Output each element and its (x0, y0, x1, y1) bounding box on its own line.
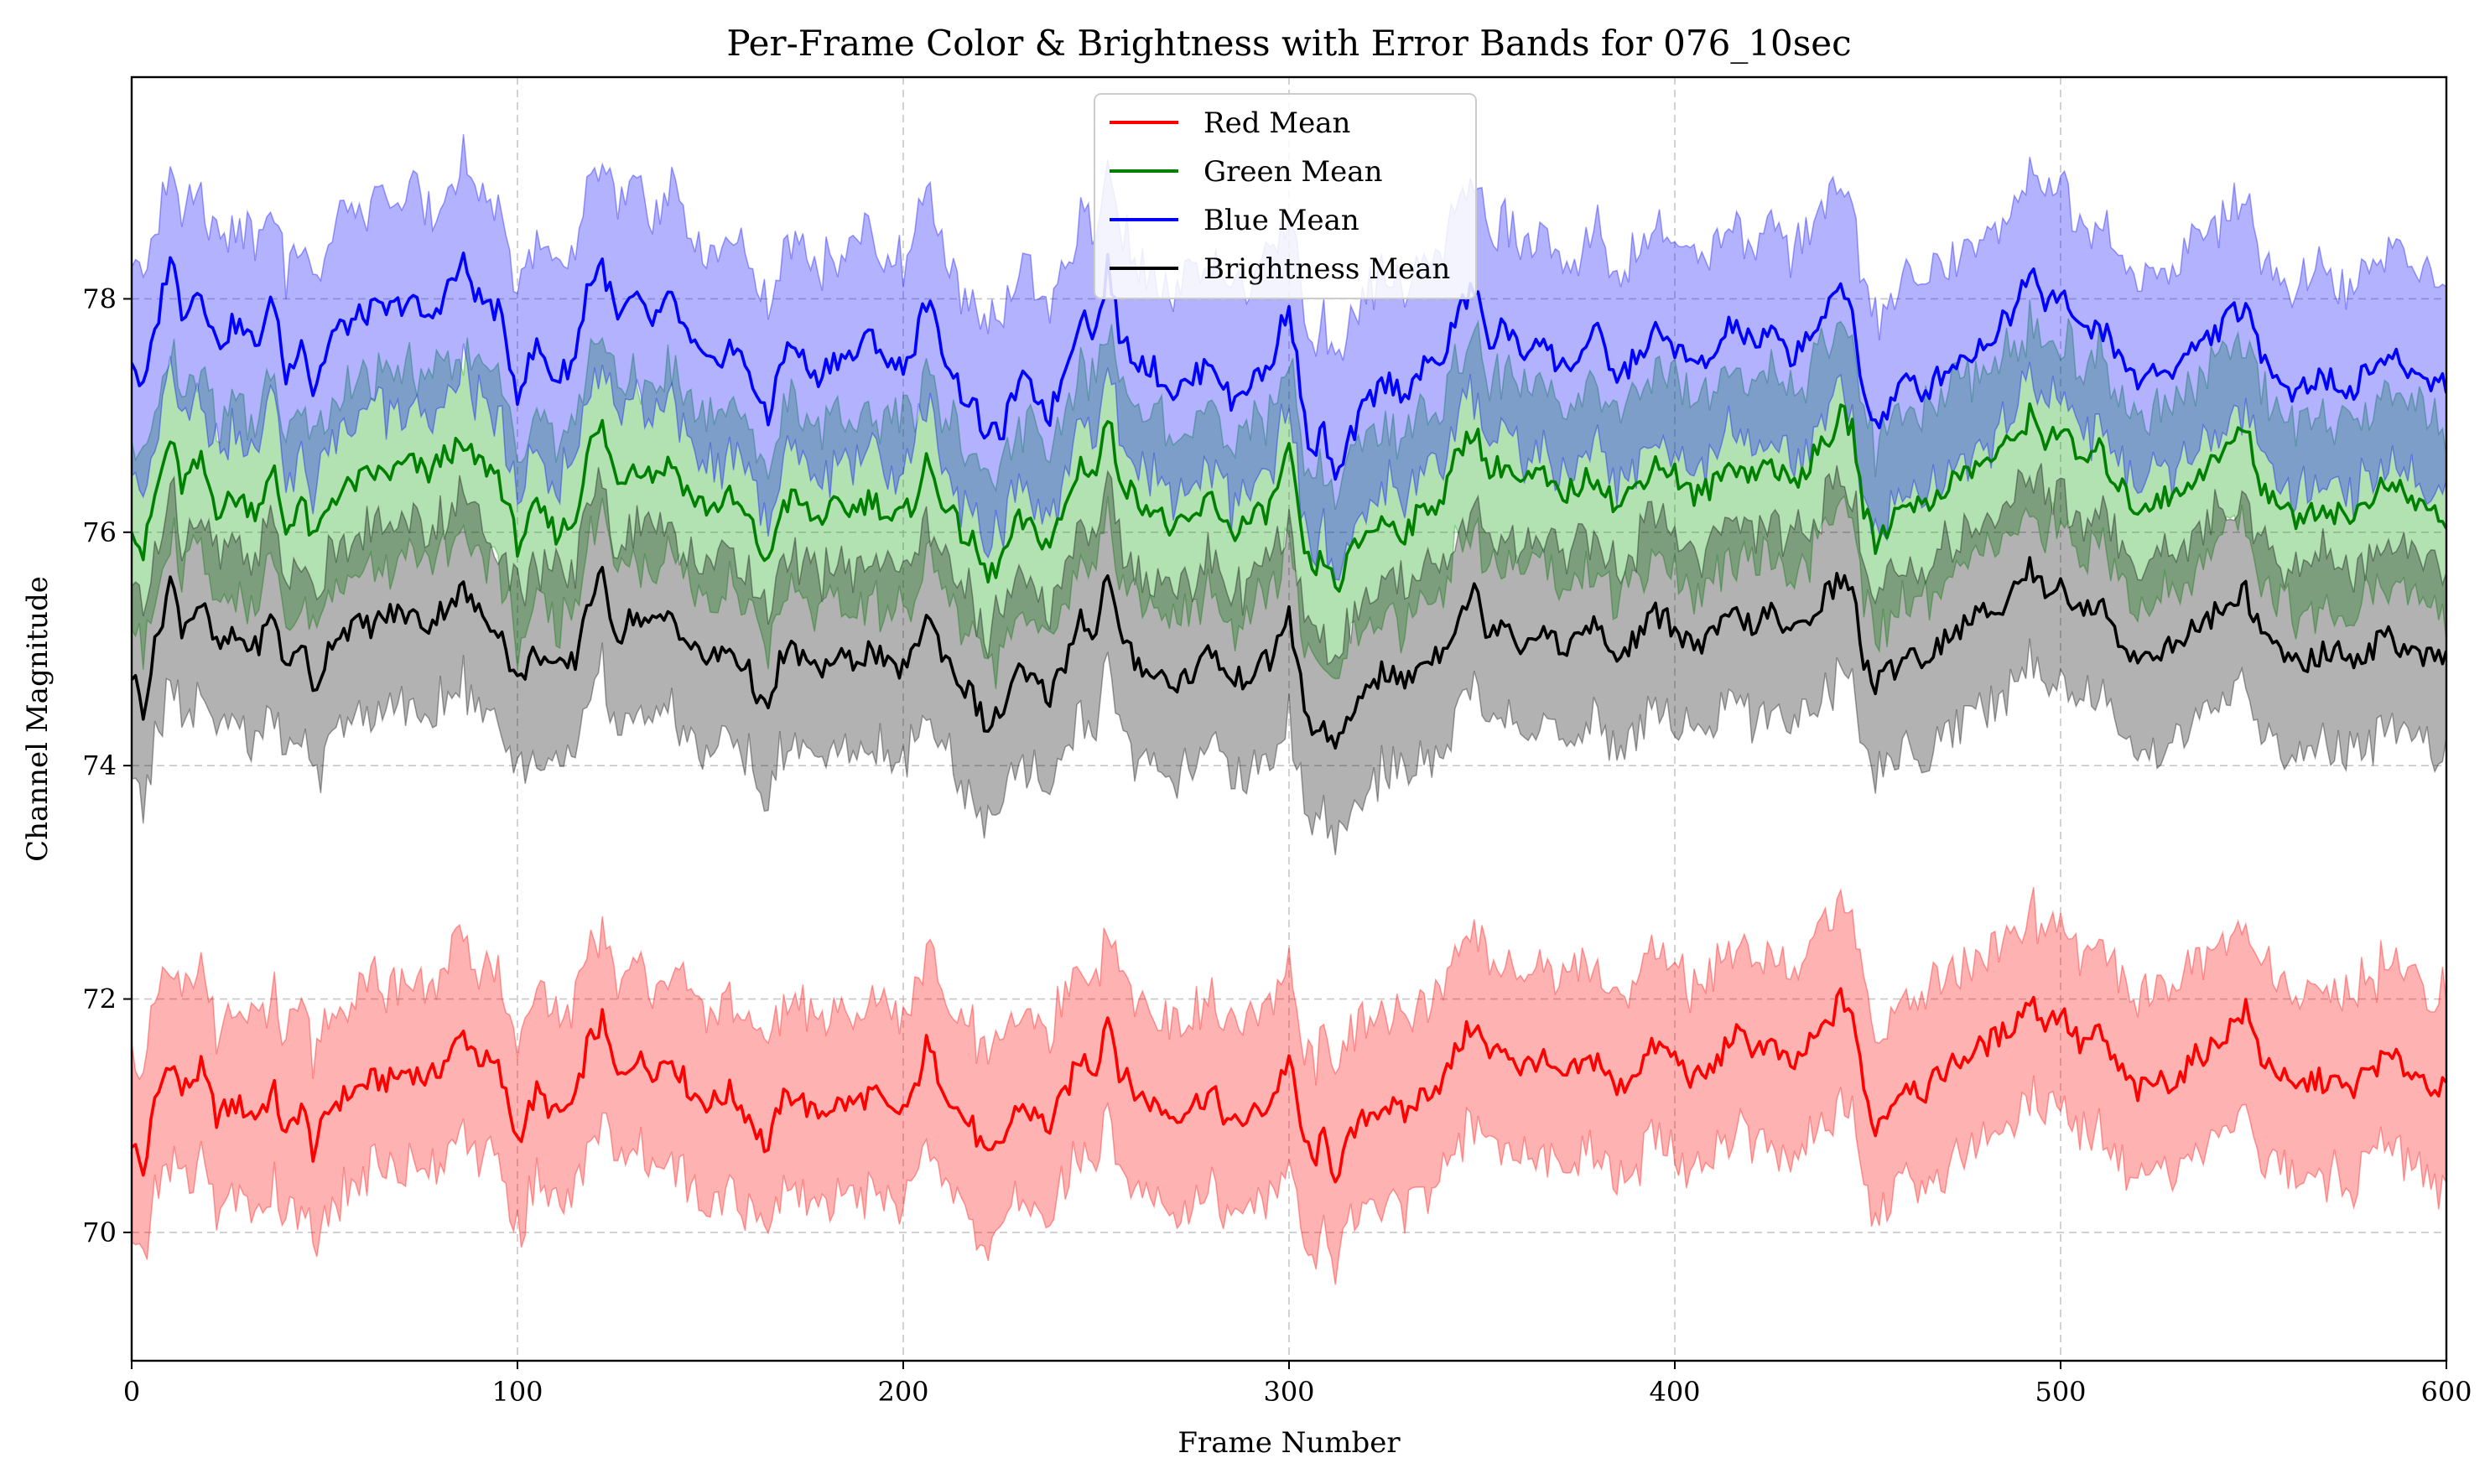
legend-box (1094, 93, 1477, 299)
x-tick-label: 400 (1649, 1376, 1700, 1408)
y-tick-label: 78 (82, 283, 117, 314)
series-line-red-mean (132, 987, 2446, 1184)
error-bands (132, 134, 2446, 1285)
legend-label-blue-mean: Blue Mean (1203, 204, 1359, 237)
legend-label-red-mean: Red Mean (1203, 106, 1350, 140)
error-band-green-mean (132, 299, 2446, 689)
y-axis-label: Channel Magnitude (21, 576, 55, 862)
series-lines (132, 252, 2446, 1184)
x-axis-label: Frame Number (1177, 1426, 1401, 1460)
legend-label-green-mean: Green Mean (1203, 155, 1382, 189)
x-tick-label: 200 (877, 1376, 928, 1408)
series-line-blue-mean (132, 252, 2446, 481)
error-band-brightness-mean (132, 463, 2446, 856)
chart-title: Per-Frame Color & Brightness with Error … (726, 23, 1851, 64)
series-line-brightness-mean (132, 556, 2446, 750)
y-tick-label: 70 (82, 1217, 117, 1248)
series-line-green-mean (132, 402, 2446, 594)
y-tick-label: 76 (82, 516, 117, 548)
legend-label-brightness-mean: Brightness Mean (1203, 252, 1450, 286)
x-tick-label: 500 (2035, 1376, 2086, 1408)
x-tick-label: 0 (123, 1376, 140, 1408)
error-band-red-mean (132, 886, 2446, 1285)
axis-ticks: 0 100 200 300 400 500 600 70 72 74 76 78 (82, 283, 2472, 1408)
x-tick-label: 600 (2420, 1376, 2472, 1408)
x-tick-label: 300 (1263, 1376, 1314, 1408)
y-tick-label: 74 (82, 750, 117, 781)
error-band-blue-mean (132, 134, 2446, 581)
legend: Red Mean Green Mean Blue Mean Brightness Me… (1094, 93, 1477, 299)
y-tick-label: 72 (82, 983, 117, 1015)
x-tick-label: 100 (491, 1376, 543, 1408)
